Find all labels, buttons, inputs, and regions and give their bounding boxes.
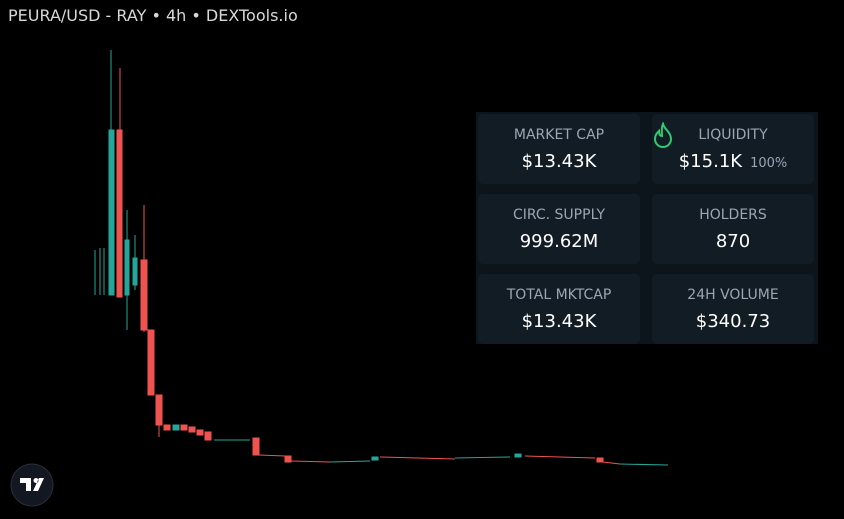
stat-number: 999.62M bbox=[519, 231, 599, 252]
up-candles bbox=[94, 50, 669, 466]
down-candles bbox=[116, 68, 621, 465]
stat-label: 24H VOLUME bbox=[687, 287, 779, 303]
stat-value: $340.73 bbox=[652, 311, 814, 332]
stat-number: $13.43K bbox=[521, 151, 597, 172]
stat-value: $13.43K bbox=[478, 151, 640, 172]
stat-value: 870 bbox=[652, 231, 814, 252]
flame-icon bbox=[653, 122, 673, 148]
stat-card: TOTAL MKTCAP $13.43K bbox=[478, 274, 640, 344]
stat-label: HOLDERS bbox=[699, 207, 767, 223]
stat-extra: 100% bbox=[750, 156, 788, 171]
stat-card: LIQUIDITY $15.1K 100% bbox=[652, 114, 814, 184]
tradingview-logo[interactable] bbox=[10, 463, 54, 507]
stat-number: $15.1K bbox=[678, 151, 743, 172]
chart-title: PEURA/USD - RAY • 4h • DEXTools.io bbox=[8, 6, 298, 25]
stat-label: TOTAL MKTCAP bbox=[506, 287, 612, 303]
stat-value: $15.1K 100% bbox=[652, 151, 814, 172]
stat-card: HOLDERS 870 bbox=[652, 194, 814, 264]
stat-label: LIQUIDITY bbox=[698, 127, 768, 143]
stat-card: 24H VOLUME $340.73 bbox=[652, 274, 814, 344]
stat-number: 870 bbox=[715, 231, 751, 252]
stat-card: CIRC. SUPPLY 999.62M bbox=[478, 194, 640, 264]
stats-panel: MARKET CAP $13.43K LIQUIDITY $15.1K 100% CIRC… bbox=[476, 112, 818, 344]
stat-value: $13.43K bbox=[478, 311, 640, 332]
stat-value: 999.62M bbox=[478, 231, 640, 252]
stat-number: $13.43K bbox=[521, 311, 597, 332]
stat-label: MARKET CAP bbox=[513, 127, 605, 143]
stat-number: $340.73 bbox=[695, 311, 771, 332]
stat-card: MARKET CAP $13.43K bbox=[478, 114, 640, 184]
stat-label: CIRC. SUPPLY bbox=[512, 207, 606, 223]
